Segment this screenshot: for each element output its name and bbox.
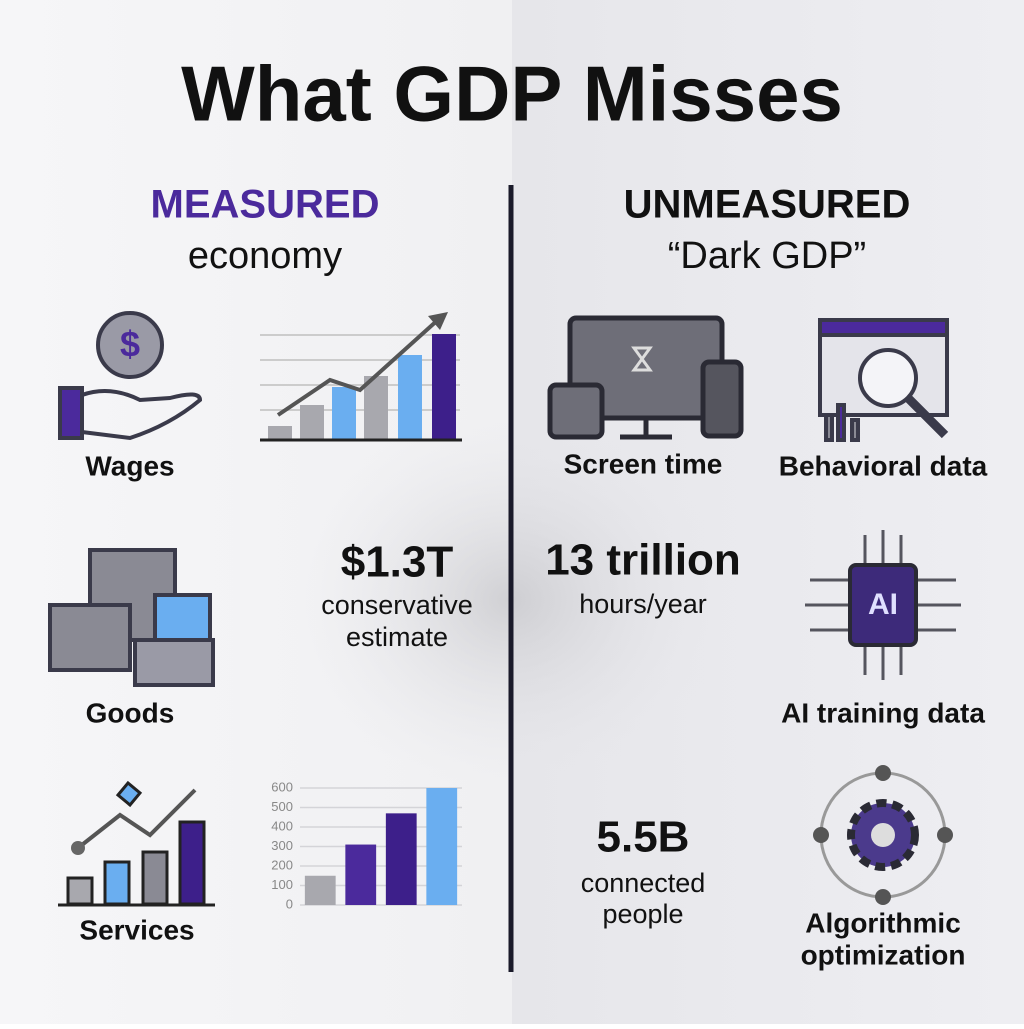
screen-time-icon [547,315,744,440]
stat-caption: connected [581,868,706,898]
bar [304,875,336,905]
bar [426,788,458,905]
subheading: economy [188,235,342,277]
y-tick-label: 500 [271,799,293,814]
stat-caption: people [602,899,683,929]
item-label: AI training data [781,697,985,728]
item-label: optimization [801,939,966,970]
item-label: Wages [85,450,174,481]
item-label: Goods [86,697,175,728]
stat-caption: hours/year [579,589,707,619]
title: What GDP Misses [181,50,843,138]
goods-icon [48,548,215,687]
svg-text:$: $ [120,324,140,365]
item-label: Behavioral data [779,450,988,481]
stat-value: 5.5B [597,813,690,862]
ai-chip-text: AI [868,588,898,621]
item-label: Screen time [564,448,723,479]
item-label: Algorithmic [805,907,961,938]
y-tick-label: 600 [271,779,293,794]
wages-icon: $ [58,311,203,441]
heading: UNMEASURED [624,183,911,227]
heading: MEASURED [151,183,380,227]
stat-value: 13 trillion [545,536,741,585]
y-tick-label: 0 [286,896,293,911]
item-label: Services [79,914,194,945]
y-tick-label: 200 [271,857,293,872]
subheading: “Dark GDP” [668,235,866,277]
services-icon [58,780,215,907]
optimization-icon [813,765,953,905]
bar [385,813,417,905]
bar [345,844,377,905]
ai-chip-icon [805,530,961,680]
y-tick-label: 100 [271,877,293,892]
growth-chart-icon [260,312,462,442]
y-tick-label: 400 [271,818,293,833]
stat-caption: conservative [321,590,473,620]
stat-value: $1.3T [341,538,454,587]
y-tick-label: 300 [271,838,293,853]
behavioral-data-icon [818,318,949,442]
stat-caption: estimate [346,622,448,652]
